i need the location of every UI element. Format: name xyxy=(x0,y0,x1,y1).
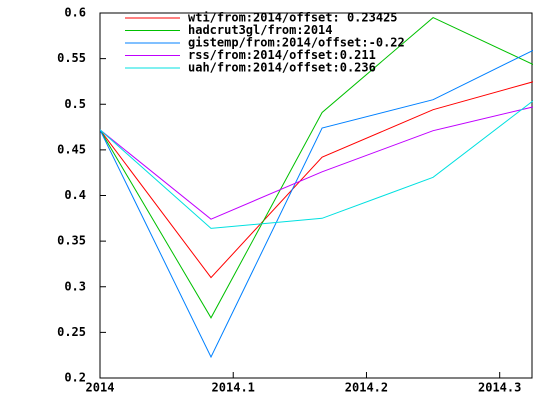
plot-lines xyxy=(100,17,533,359)
y-tick-label: 0.2 xyxy=(64,371,86,385)
y-tick-label: 0.6 xyxy=(64,6,86,20)
series-line xyxy=(100,17,533,319)
legend-label: uah/from:2014/offset:0.236 xyxy=(188,61,376,75)
series-line xyxy=(100,81,533,279)
y-tick-label: 0.35 xyxy=(57,234,86,248)
y-tick-label: 0.3 xyxy=(64,279,86,293)
legend-label: wti/from:2014/offset: 0.23425 xyxy=(188,11,398,25)
y-tick-label: 0.4 xyxy=(64,188,86,202)
x-tick-label: 2014.2 xyxy=(345,381,388,395)
y-tick-label: 0.25 xyxy=(57,325,86,339)
x-tick-label: 2014 xyxy=(86,381,115,395)
y-tick-label: 0.45 xyxy=(57,142,86,156)
series-line xyxy=(100,106,533,220)
series-line xyxy=(100,100,533,229)
x-tick-label: 2014.1 xyxy=(212,381,255,395)
y-tick-label: 0.55 xyxy=(57,51,86,65)
series-line xyxy=(100,49,533,359)
y-tick-label: 0.5 xyxy=(64,97,86,111)
legend-label: hadcrut3gl/from:2014 xyxy=(188,23,333,37)
x-tick-label: 2014.3 xyxy=(478,381,521,395)
legend-label: rss/from:2014/offset:0.211 xyxy=(188,48,376,62)
legend-label: gistemp/from:2014/offset:-0.22 xyxy=(188,36,405,50)
